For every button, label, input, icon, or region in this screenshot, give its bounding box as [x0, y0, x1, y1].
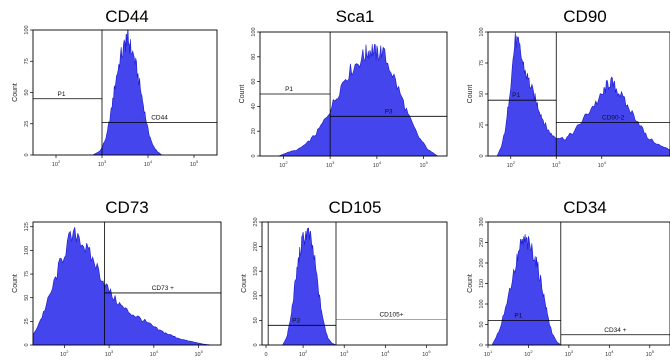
- gate-label: P3: [385, 108, 393, 115]
- y-tick-label: 50: [24, 89, 30, 95]
- y-axis-label: Count: [239, 85, 246, 104]
- y-tick-label: 20: [251, 128, 257, 134]
- y-tick-label: 25: [479, 122, 485, 128]
- x-tick-label: 103: [105, 349, 114, 358]
- x-tick-label: 103: [552, 160, 561, 169]
- x-tick-label: 105: [419, 160, 428, 169]
- gate-label: P3: [292, 317, 300, 324]
- y-axis-label: Count: [467, 274, 474, 293]
- panel-cd44: CD44 P1 CD44 0 25 50 75 100 Count 102 103 104 105: [12, 7, 218, 168]
- y-tick-label: 50: [479, 91, 485, 97]
- gate-label: CD90-2: [602, 115, 625, 122]
- x-tick-label: 105: [194, 349, 203, 358]
- y-axis-label: Count: [12, 274, 19, 293]
- y-tick-label: 100: [24, 25, 30, 34]
- panel-cd34: CD34 P1 CD34 + 0 50 100 150 200 250 300 Count 101 10…: [467, 198, 670, 358]
- y-tick-label: 100: [251, 27, 257, 36]
- gate-label: CD44: [151, 115, 168, 122]
- histogram-area: [32, 227, 213, 346]
- y-tick-label: 250: [479, 238, 485, 247]
- x-tick-label: 102: [299, 349, 308, 358]
- x-tick-label: 104: [598, 160, 607, 169]
- gate-label: CD105+: [379, 311, 403, 318]
- x-tick-label: 102: [524, 349, 533, 358]
- x-tick-label: 102: [279, 160, 288, 169]
- x-tick-label: 0: [264, 352, 267, 358]
- y-tick-label: 250: [253, 217, 259, 226]
- x-tick-label: 105: [646, 349, 655, 358]
- y-axis-label: Count: [12, 83, 19, 102]
- y-tick-label: 25: [24, 318, 30, 324]
- gate-label: CD34 +: [604, 327, 626, 334]
- y-tick-label: 0: [251, 154, 257, 157]
- y-tick-label: 200: [479, 258, 485, 267]
- histogram-area: [491, 233, 562, 346]
- panel-title: CD90: [563, 7, 606, 26]
- y-axis-label: Count: [467, 85, 474, 104]
- y-tick-label: 150: [253, 267, 259, 276]
- y-tick-label: 75: [24, 58, 30, 64]
- x-tick-label: 104: [144, 159, 153, 168]
- y-tick-label: 200: [253, 242, 259, 251]
- y-tick-label: 50: [479, 321, 485, 327]
- x-tick-label: 103: [98, 159, 107, 168]
- panel-cd73: CD73 CD73 + 0 25 50 75 100 125 Count 102 103 104 105: [12, 198, 222, 358]
- gate-label: P1: [512, 92, 520, 99]
- panel-cd90: CD90 P1 CD90-2 0 25 50 75 100 Count 102 103 104: [467, 7, 670, 169]
- panel-title: CD73: [105, 198, 148, 217]
- y-tick-label: 60: [251, 79, 257, 85]
- x-tick-label: 103: [565, 349, 574, 358]
- panel-sca1: Sca1 P1 P3 0 20 40 60 80 100 Count 102 103 104 105: [239, 7, 448, 169]
- gate-label: CD73 +: [152, 285, 174, 292]
- y-tick-label: 0: [479, 154, 485, 157]
- gate-label: P1: [285, 86, 293, 93]
- x-tick-label: 102: [52, 159, 61, 168]
- y-tick-label: 100: [24, 246, 30, 255]
- x-tick-label: 104: [605, 349, 614, 358]
- y-tick-label: 100: [479, 27, 485, 36]
- x-tick-label: 105: [190, 159, 199, 168]
- panel-title: Sca1: [336, 7, 375, 26]
- x-tick-label: 102: [60, 349, 69, 358]
- y-tick-label: 25: [24, 121, 30, 127]
- x-tick-label: 101: [484, 349, 493, 358]
- plot-frame: [32, 221, 222, 346]
- x-tick-label: 104: [381, 349, 390, 358]
- y-tick-label: 40: [251, 103, 257, 109]
- x-tick-label: 102: [507, 160, 516, 169]
- y-axis-label: Count: [241, 274, 248, 293]
- panel-title: CD105: [329, 198, 382, 217]
- y-tick-label: 0: [479, 343, 485, 346]
- y-tick-label: 75: [24, 271, 30, 277]
- y-tick-label: 50: [24, 295, 30, 301]
- plot-frame: [259, 31, 448, 157]
- x-tick-label: 104: [150, 349, 159, 358]
- histogram-area: [278, 43, 439, 157]
- y-tick-label: 150: [479, 279, 485, 288]
- plot-frame: [261, 221, 448, 346]
- y-tick-label: 125: [24, 222, 30, 231]
- x-tick-label: 104: [373, 160, 382, 169]
- x-tick-label: 103: [326, 160, 335, 169]
- gate-label: P1: [514, 312, 522, 319]
- histogram-area: [282, 227, 337, 346]
- y-tick-label: 50: [253, 317, 259, 323]
- y-tick-label: 300: [479, 217, 485, 226]
- panel-title: CD34: [563, 198, 606, 217]
- histogram-area: [92, 28, 163, 156]
- y-tick-label: 80: [251, 54, 257, 60]
- x-tick-label: 105: [422, 349, 431, 358]
- y-tick-label: 100: [479, 299, 485, 308]
- y-tick-label: 0: [253, 343, 259, 346]
- y-tick-label: 0: [24, 153, 30, 156]
- panel-title: CD44: [105, 7, 148, 26]
- histogram-area: [496, 31, 670, 157]
- gate-label: P1: [58, 91, 66, 98]
- y-tick-label: 100: [253, 291, 259, 300]
- x-tick-label: 103: [340, 349, 349, 358]
- y-tick-label: 0: [24, 343, 30, 346]
- y-tick-label: 75: [479, 60, 485, 66]
- panel-cd105: CD105 P3 CD105+ 0 50 100 150 200 250 Count 0 102 103…: [241, 198, 448, 358]
